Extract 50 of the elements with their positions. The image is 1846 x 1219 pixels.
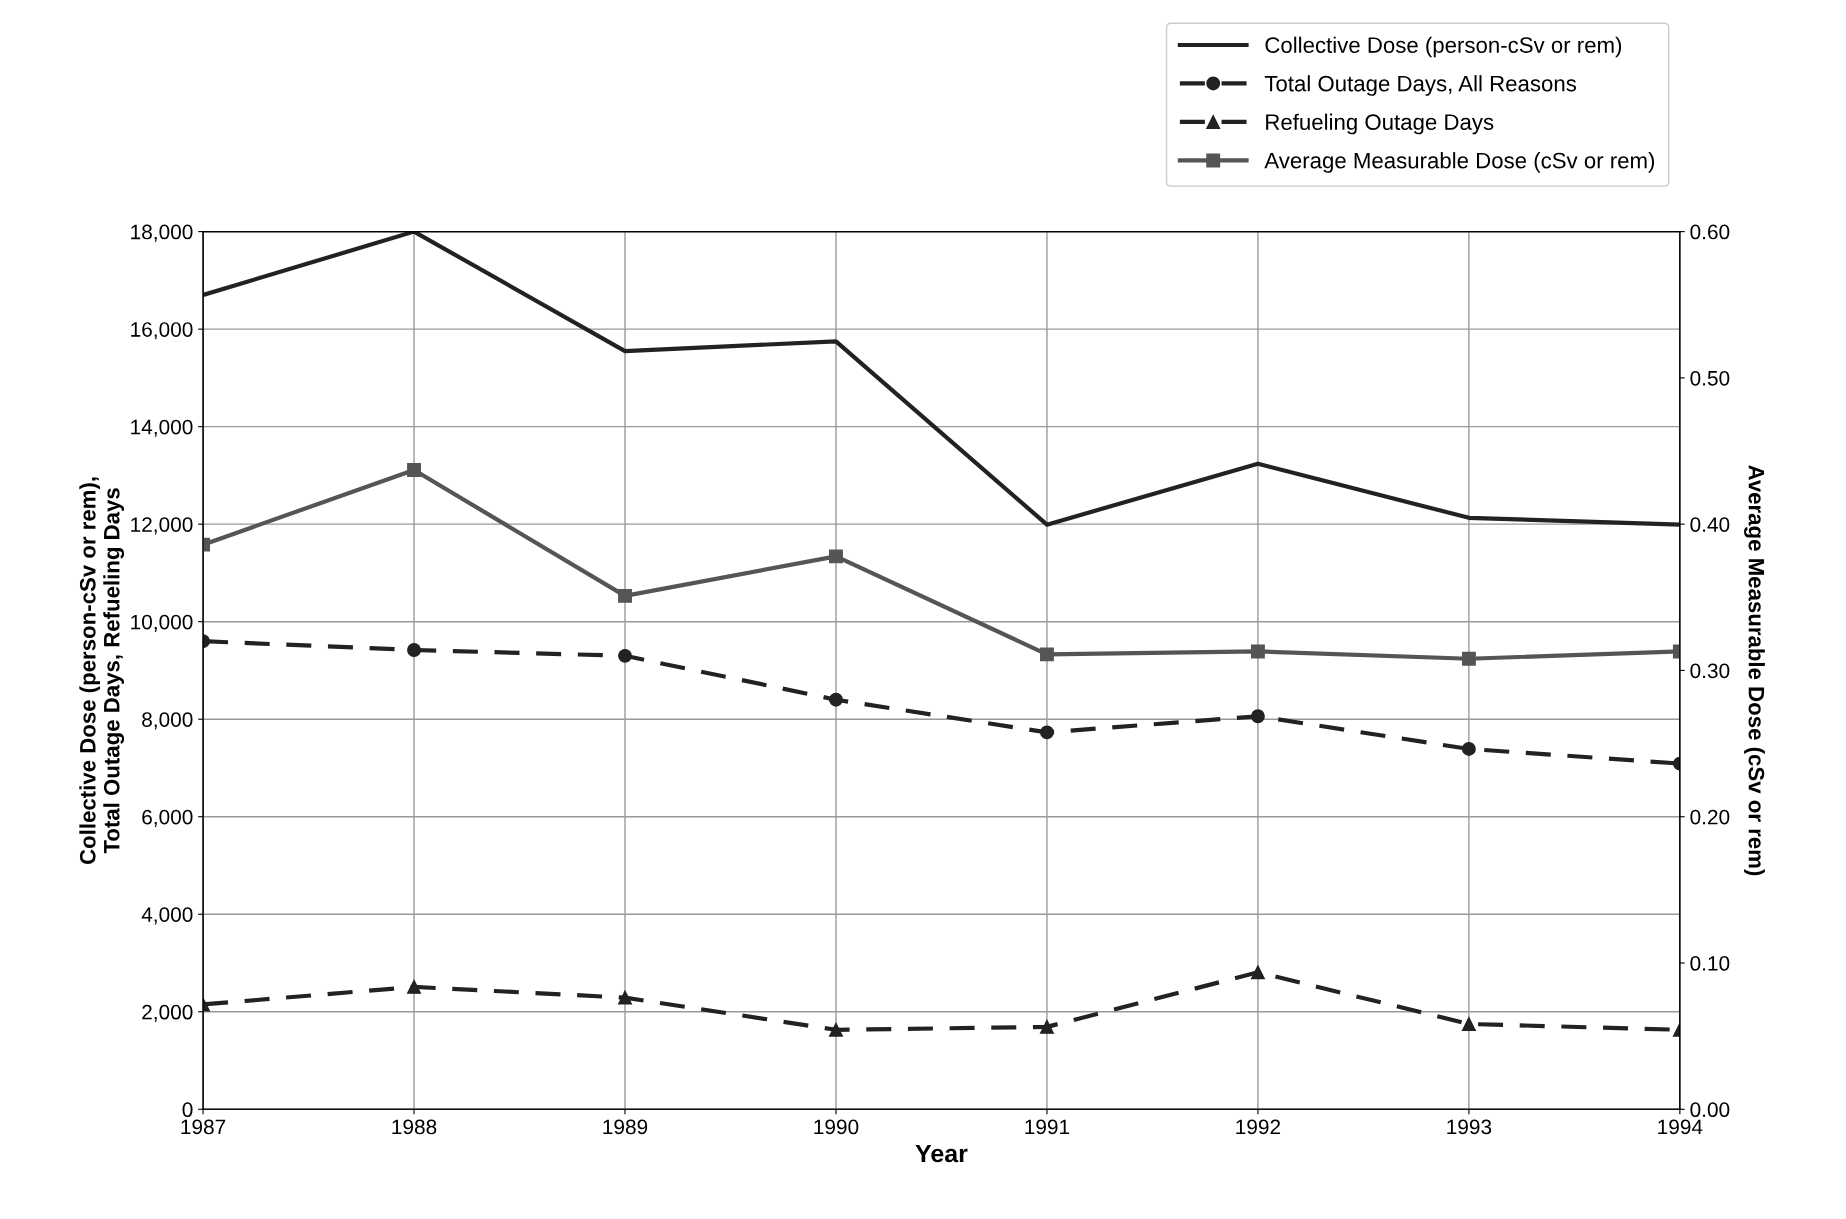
x-tick-label: 1993 (1447, 1119, 1492, 1135)
point (829, 692, 843, 707)
y-tick-label: 4,000 (141, 907, 193, 925)
x-tick-label: 1987 (181, 1119, 226, 1135)
y-tick-label: 6,000 (142, 809, 193, 827)
x-tick-label: 1988 (392, 1119, 437, 1135)
y2-tick-label: 0.20 (1690, 809, 1730, 825)
point (407, 463, 421, 477)
point (1040, 647, 1054, 662)
point (407, 979, 421, 994)
y-tick-label: 2,000 (142, 1004, 193, 1022)
y2-tick-label: 0.30 (1690, 663, 1730, 679)
point (618, 648, 632, 663)
y-axis-title: Collective Dose (person-cSv or rem), Total Outage Days, Refueling Days (79, 477, 125, 865)
y-tick-label: 8,000 (142, 712, 193, 730)
x-axis-title: Year (915, 1144, 968, 1163)
legend-label: Total Outage Days, All Reasons (1264, 75, 1577, 96)
y-tick-label: 12,000 (131, 517, 193, 535)
point (1250, 965, 1265, 980)
point (1040, 725, 1054, 740)
x-tick-label: 1992 (1236, 1119, 1281, 1135)
legend-label: Average Measurable Dose (cSv or rem) (1264, 152, 1655, 173)
point (407, 643, 421, 657)
y2-tick-label: 0.60 (1690, 224, 1730, 240)
y2-tick-label: 0.10 (1690, 956, 1730, 971)
y2-axis-title: Average Measurable Dose (cSv or rem) (1744, 465, 1765, 876)
y2-tick-label: 0.50 (1690, 370, 1730, 386)
point (1040, 1019, 1054, 1034)
point (1461, 742, 1476, 756)
point (1461, 1017, 1476, 1031)
y-tick-label: 16,000 (131, 322, 193, 340)
legend-label: Collective Dose (person-cSv or rem) (1265, 36, 1622, 58)
y2-tick-label: 0.40 (1690, 517, 1730, 532)
y-tick-label: 14,000 (131, 419, 193, 437)
y-tick-label: 0 (182, 1102, 193, 1118)
point (829, 1022, 843, 1037)
point (1461, 651, 1476, 666)
x-tick-label: 1994 (1658, 1119, 1703, 1135)
y-tick-label: 18,000 (131, 224, 193, 242)
point (1250, 644, 1265, 659)
y-tick-label: 10,000 (131, 614, 193, 632)
legend-label: Refueling Outage Days (1266, 113, 1494, 135)
x-tick-label: 1990 (814, 1119, 859, 1135)
x-tick-label: 1991 (1025, 1119, 1070, 1135)
point (1250, 709, 1265, 724)
x-tick-label: 1989 (603, 1119, 648, 1135)
point (618, 990, 632, 1005)
point (618, 588, 632, 603)
y2-tick-label: 0.00 (1690, 1102, 1730, 1118)
point (829, 549, 843, 564)
